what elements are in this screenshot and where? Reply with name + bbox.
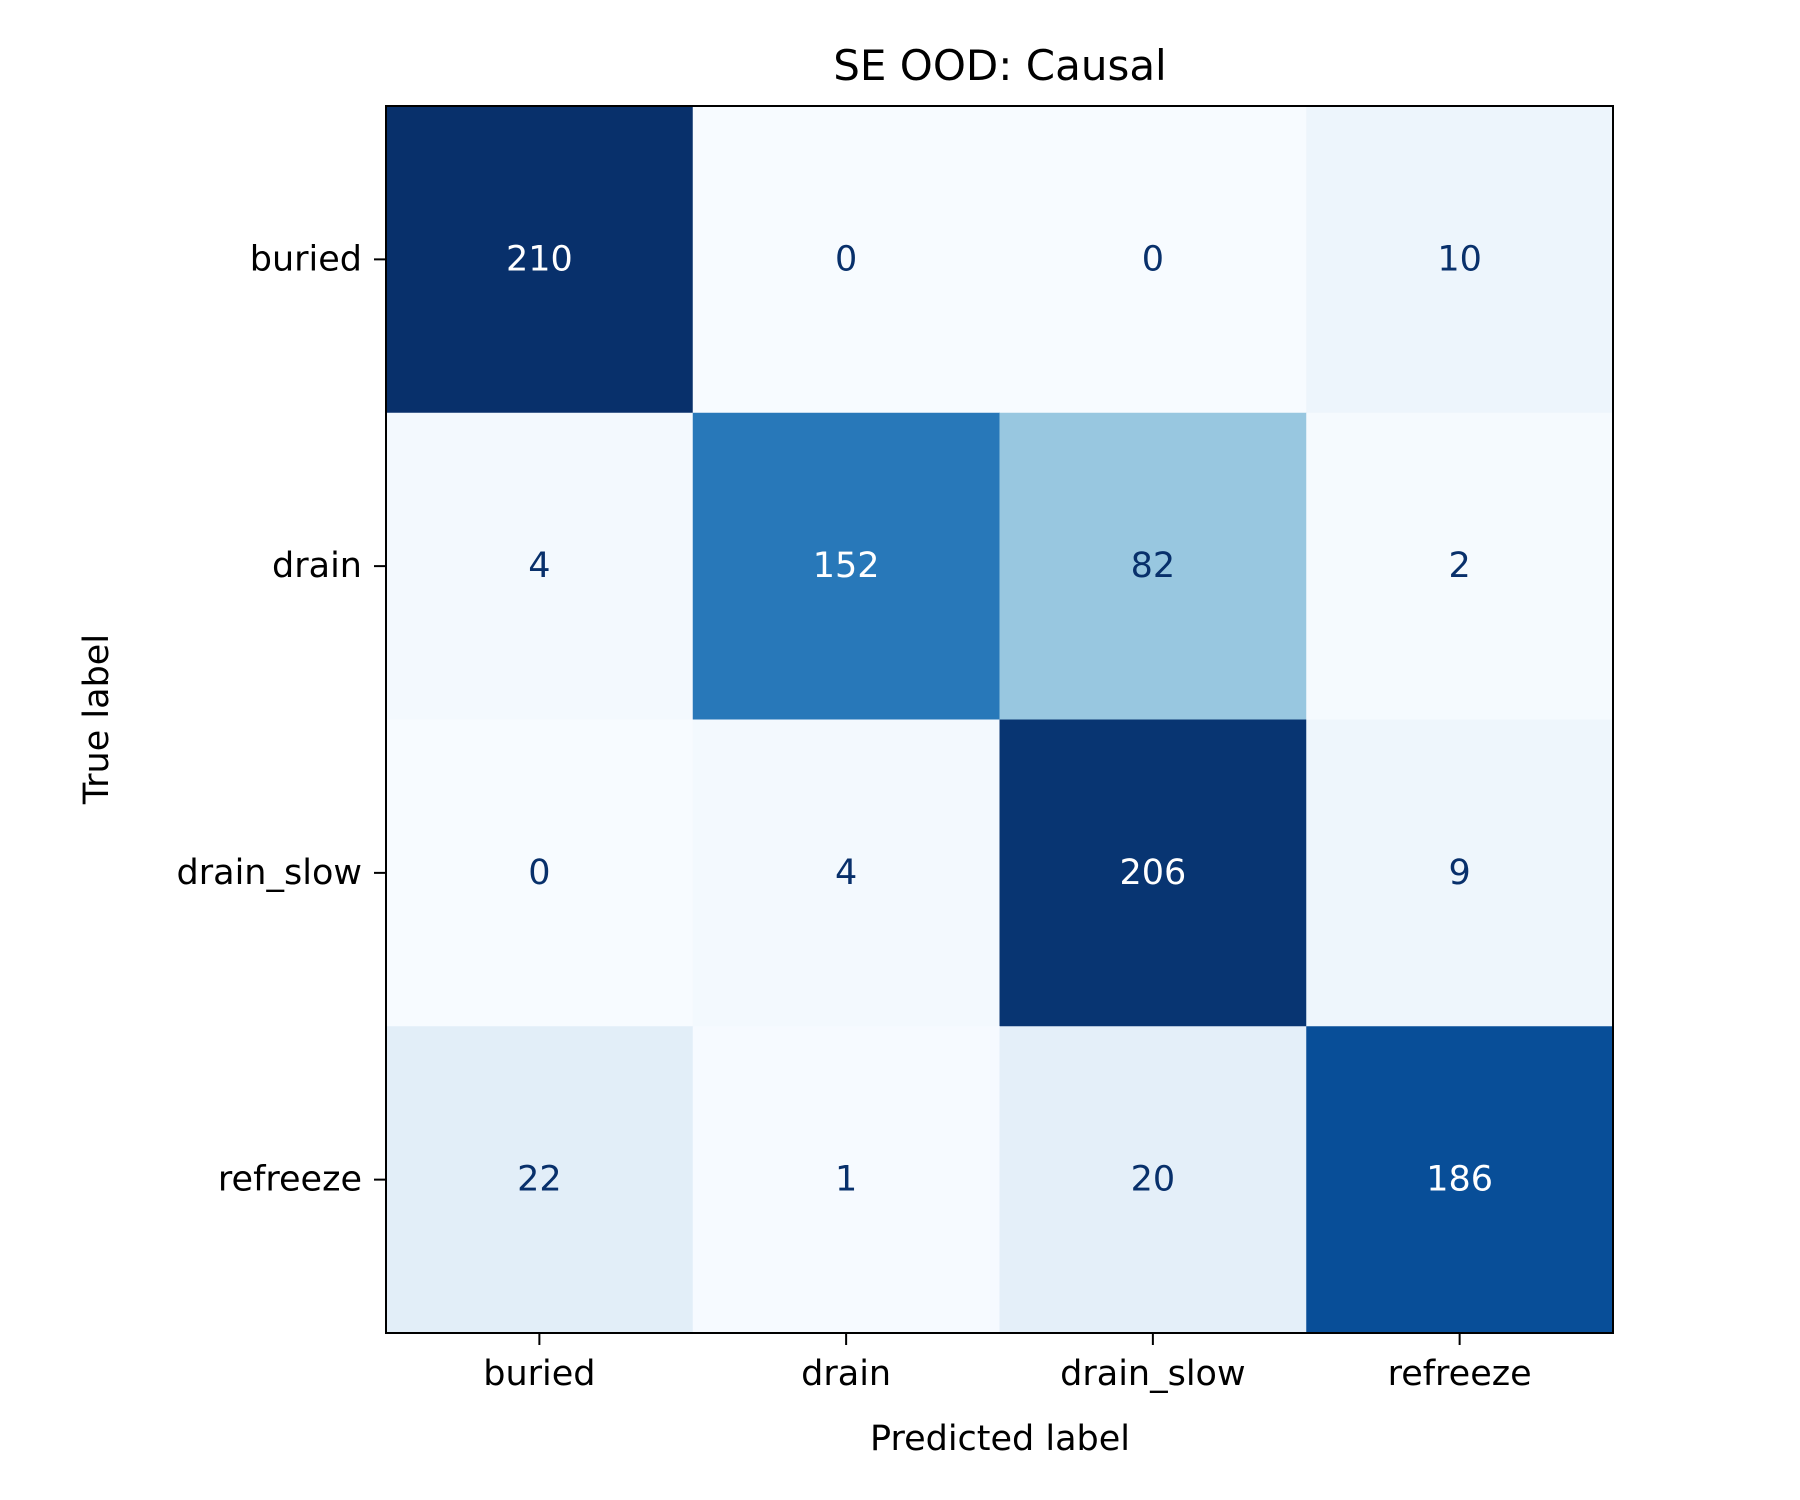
cell-value-label: 0 xyxy=(1142,239,1164,279)
heatmap-cell xyxy=(999,412,1307,720)
cell-value-label: 9 xyxy=(1448,853,1470,893)
cell-value-label: 206 xyxy=(1119,853,1186,893)
heatmap-cell xyxy=(999,106,1307,414)
cell-value-label: 186 xyxy=(1426,1160,1493,1200)
x-tick-label: refreeze xyxy=(1388,1354,1532,1394)
heatmap-cell xyxy=(1306,412,1614,720)
y-tick-label: buried xyxy=(250,239,362,279)
y-axis-ticks: buried drain drain_slow refreeze xyxy=(177,239,386,1200)
y-tick-label: drain_slow xyxy=(177,853,362,893)
heatmap-cell xyxy=(386,106,694,414)
cell-value-label: 22 xyxy=(517,1160,562,1200)
y-tick-label: refreeze xyxy=(218,1160,362,1200)
cell-value-label: 20 xyxy=(1131,1160,1176,1200)
cell-value-label: 2 xyxy=(1448,546,1470,586)
cell-value-label: 1 xyxy=(835,1160,857,1200)
heatmap-cells xyxy=(386,106,1614,1334)
heatmap-cell xyxy=(999,719,1307,1027)
plot-frame xyxy=(385,105,1614,1334)
heatmap-cell xyxy=(386,719,694,1027)
heatmap-cell xyxy=(1306,1026,1614,1334)
cell-value-label: 210 xyxy=(506,239,573,279)
heatmap-cell xyxy=(692,106,1000,414)
heatmap-cell xyxy=(692,1026,1000,1334)
chart-title: SE OOD: Causal xyxy=(833,41,1166,90)
x-axis-ticks: buried drain drain_slow refreeze xyxy=(483,1333,1532,1394)
cell-value-labels: 210 0 0 104 152 82 20 4 206 922 1 20 186 xyxy=(506,239,1493,1199)
y-axis-label: True label xyxy=(77,634,117,805)
x-tick-label: buried xyxy=(483,1354,595,1394)
x-tick-label: drain xyxy=(801,1354,891,1394)
cell-value-label: 10 xyxy=(1437,239,1482,279)
cell-value-label: 4 xyxy=(835,853,857,893)
cell-value-label: 82 xyxy=(1131,546,1176,586)
x-axis-label: Predicted label xyxy=(870,1419,1130,1459)
heatmap-cell xyxy=(692,719,1000,1027)
cell-value-label: 152 xyxy=(813,546,880,586)
heatmap-cell xyxy=(1306,719,1614,1027)
heatmap-cell xyxy=(386,412,694,720)
heatmap-cell xyxy=(1306,106,1614,414)
heatmap-cell xyxy=(999,1026,1307,1334)
x-tick-label: drain_slow xyxy=(1060,1354,1245,1394)
cell-value-label: 0 xyxy=(528,853,550,893)
cell-value-label: 0 xyxy=(835,239,857,279)
heatmap-cell xyxy=(386,1026,694,1334)
heatmap-cell xyxy=(692,412,1000,720)
y-tick-label: drain xyxy=(272,546,362,586)
cell-value-label: 4 xyxy=(528,546,550,586)
